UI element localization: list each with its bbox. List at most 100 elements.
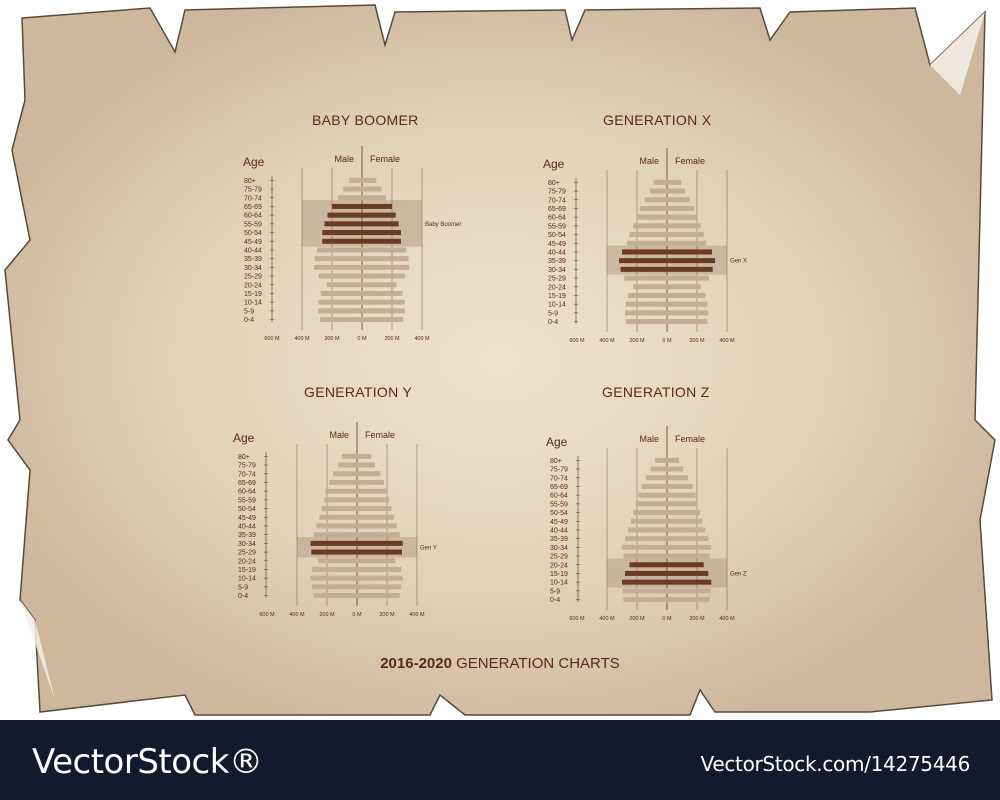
age-group-label: 35-39 bbox=[550, 536, 568, 543]
x-tick-label: 200 M bbox=[324, 336, 340, 342]
age-group-label: 10-14 bbox=[238, 576, 256, 583]
bar-female bbox=[667, 188, 685, 194]
age-group-label: 40-44 bbox=[244, 247, 262, 254]
bar-male bbox=[320, 317, 362, 323]
bar-male bbox=[629, 562, 667, 568]
chart-title-generation-x: GENERATION X bbox=[603, 112, 712, 128]
bar-female bbox=[357, 453, 372, 459]
bar-female bbox=[667, 232, 704, 238]
age-group-label: 5-9 bbox=[550, 588, 560, 595]
bar-male bbox=[622, 249, 667, 255]
age-group-label: 55-59 bbox=[548, 223, 566, 230]
x-tick-label: 400 M bbox=[599, 338, 615, 344]
bar-male bbox=[313, 593, 357, 599]
highlight-label: Baby Boomer bbox=[425, 222, 461, 228]
bar-male bbox=[638, 492, 667, 498]
bar-female bbox=[362, 264, 410, 270]
bar-male bbox=[324, 497, 357, 503]
age-group-label: 25-29 bbox=[548, 276, 566, 283]
age-group-label: 20-24 bbox=[548, 284, 566, 291]
bar-female bbox=[667, 475, 688, 481]
bar-female bbox=[667, 553, 710, 559]
bar-female bbox=[362, 238, 401, 244]
bar-female bbox=[362, 221, 399, 227]
bar-male bbox=[622, 588, 667, 594]
bar-male bbox=[625, 301, 667, 307]
bar-female bbox=[667, 284, 701, 290]
bar-female bbox=[667, 536, 709, 542]
bar-female bbox=[362, 273, 405, 279]
age-group-label: 65-69 bbox=[550, 484, 568, 491]
torn-paper-shape bbox=[4, 4, 996, 716]
bar-male bbox=[313, 532, 357, 538]
bar-female bbox=[357, 462, 375, 468]
age-group-label: 60-64 bbox=[244, 213, 262, 220]
bar-female bbox=[357, 497, 390, 503]
bar-female bbox=[362, 256, 409, 262]
bar-male bbox=[312, 566, 357, 572]
main-title: 2016-2020 GENERATION CHARTS bbox=[0, 655, 1000, 672]
age-group-label: 35-39 bbox=[238, 532, 256, 539]
footer-brand: VectorStock® bbox=[32, 742, 263, 782]
age-group-label: 75-79 bbox=[238, 463, 256, 470]
age-group-label: 75-79 bbox=[550, 467, 568, 474]
bar-female bbox=[357, 532, 400, 538]
bar-male bbox=[636, 214, 667, 220]
bar-female bbox=[357, 506, 392, 512]
age-axis-title: Age bbox=[546, 435, 568, 449]
bar-male bbox=[625, 536, 667, 542]
male-label: Male bbox=[334, 154, 354, 164]
age-group-label: 75-79 bbox=[244, 187, 262, 194]
bar-female bbox=[362, 186, 382, 192]
bar-male bbox=[644, 197, 667, 203]
bar-female bbox=[667, 292, 706, 298]
bar-male bbox=[338, 195, 362, 201]
bar-male bbox=[318, 273, 362, 279]
age-group-label: 30-34 bbox=[550, 545, 568, 552]
bar-female bbox=[357, 488, 388, 494]
age-group-label: 45-49 bbox=[548, 241, 566, 248]
x-tick-label: 400 M bbox=[414, 336, 430, 342]
bar-female bbox=[362, 282, 397, 288]
bar-male bbox=[318, 558, 357, 564]
bar-female bbox=[667, 319, 708, 325]
age-group-label: 70-74 bbox=[244, 195, 262, 202]
female-label: Female bbox=[675, 156, 705, 166]
chart-title-generation-z: GENERATION Z bbox=[602, 384, 710, 400]
bar-female bbox=[667, 501, 698, 507]
male-label: Male bbox=[329, 430, 349, 440]
x-tick-label: 400 M bbox=[719, 616, 735, 622]
x-tick-label: 0 M bbox=[352, 612, 362, 618]
age-group-label: 55-59 bbox=[238, 497, 256, 504]
x-tick-label: 600 M bbox=[264, 336, 280, 342]
bar-female bbox=[667, 205, 694, 211]
bar-male bbox=[633, 223, 667, 229]
age-group-label: 65-69 bbox=[548, 206, 566, 213]
age-group-label: 0-4 bbox=[550, 597, 560, 604]
male-label: Male bbox=[639, 434, 659, 444]
bar-male bbox=[314, 264, 362, 270]
bar-female bbox=[667, 492, 696, 498]
bar-male bbox=[343, 186, 362, 192]
bar-male bbox=[342, 453, 357, 459]
bar-male bbox=[349, 177, 362, 183]
bar-male bbox=[633, 284, 667, 290]
bar-male bbox=[316, 523, 357, 529]
bar-female bbox=[667, 562, 704, 568]
age-group-label: 70-74 bbox=[238, 471, 256, 478]
age-group-label: 65-69 bbox=[244, 204, 262, 211]
bar-female bbox=[667, 258, 715, 264]
bar-female bbox=[667, 483, 693, 489]
age-group-label: 45-49 bbox=[244, 239, 262, 246]
x-tick-label: 0 M bbox=[662, 338, 672, 344]
footer-bar: VectorStock® VectorStock.com/14275446 bbox=[0, 720, 1000, 800]
bar-male bbox=[628, 292, 667, 298]
age-group-label: 20-24 bbox=[550, 562, 568, 569]
bar-male bbox=[649, 188, 667, 194]
age-group-label: 50-54 bbox=[238, 506, 256, 513]
paper-curl-bottom-left bbox=[20, 600, 55, 700]
age-group-label: 25-29 bbox=[238, 550, 256, 557]
bar-female bbox=[362, 177, 377, 183]
main-title-years: 2016-2020 bbox=[380, 655, 452, 672]
bar-female bbox=[667, 597, 710, 603]
